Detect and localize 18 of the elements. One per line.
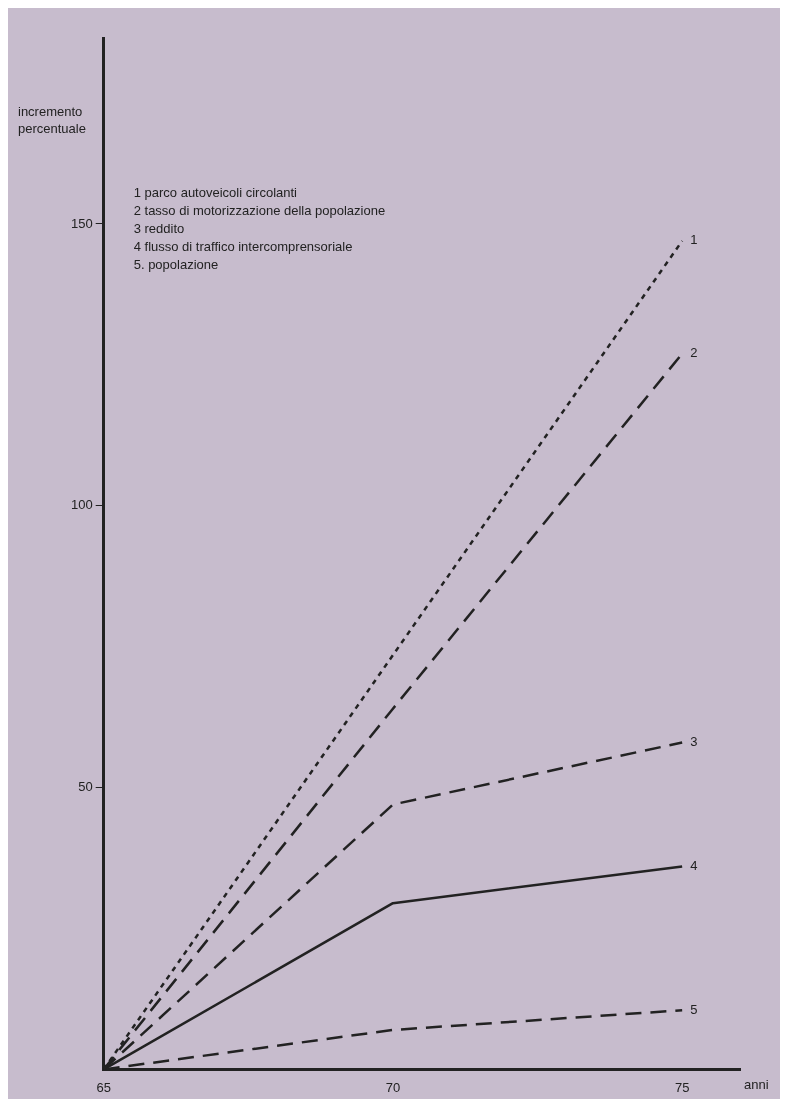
series-label: 5 (690, 1001, 698, 1017)
series-label: 1 (690, 232, 698, 248)
series-label: 2 (690, 345, 698, 361)
y-tick-label: 50 (78, 779, 93, 795)
y-axis-title: incremento percentuale (18, 104, 86, 136)
annotation: 1 parco autoveicoli circolanti (133, 184, 298, 200)
y-tick-label: 100 (70, 497, 93, 513)
y-tick-label: 150 (70, 215, 93, 231)
annotation: 2 tasso di motorizzazione della popolazione (133, 202, 386, 218)
x-axis-title: anni (744, 1077, 769, 1093)
x-tick-label: 75 (674, 1079, 690, 1095)
x-tick-label: 65 (96, 1079, 111, 1095)
series-label: 4 (690, 858, 698, 874)
annotation: 4 flusso di traffico intercomprensoriale (133, 238, 353, 254)
annotation: 5. popolazione (133, 256, 219, 272)
series-label: 3 (690, 734, 698, 750)
annotation: 3 reddito (133, 220, 185, 236)
x-tick-label: 70 (385, 1079, 401, 1095)
